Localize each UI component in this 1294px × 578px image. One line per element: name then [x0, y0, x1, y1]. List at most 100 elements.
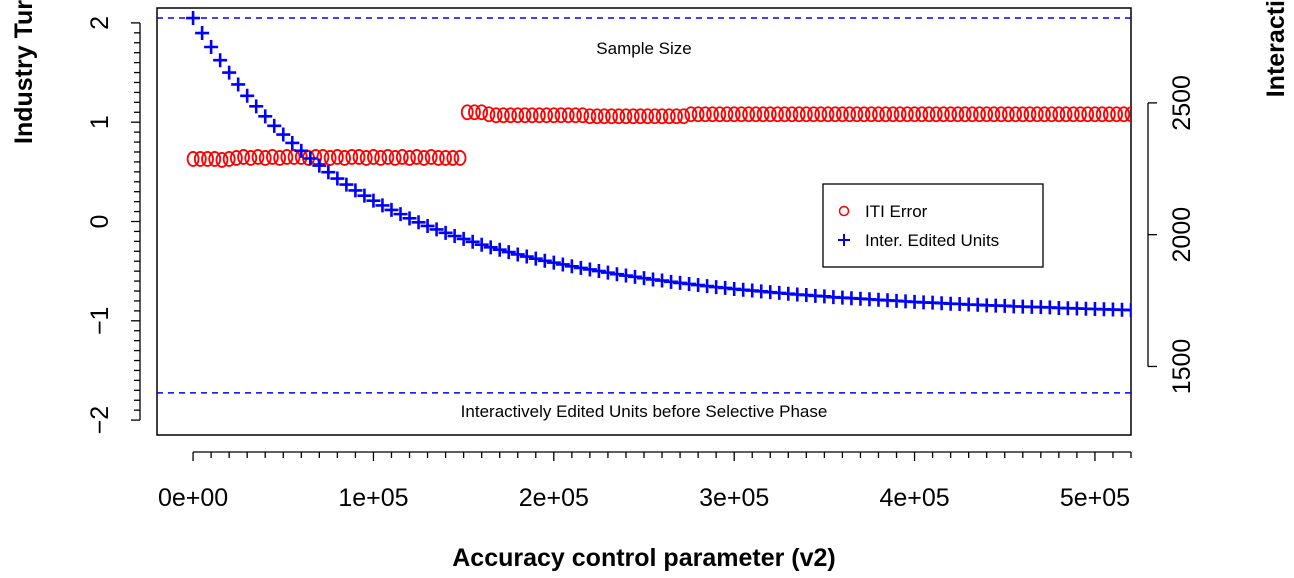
data-point-plus [655, 273, 670, 288]
data-point-plus [402, 211, 417, 226]
data-point-plus [222, 65, 237, 80]
data-point-circle [590, 108, 604, 125]
data-point-circle [814, 106, 828, 123]
data-point-circle [785, 106, 799, 123]
y-left-tick-label: 2 [86, 16, 114, 30]
y-axis-right: 1500 2000 2500 [1147, 75, 1196, 395]
data-point-circle [237, 149, 250, 165]
y-right-tick-label: 2000 [1168, 207, 1196, 263]
data-point-plus [573, 260, 588, 275]
data-point-plus [618, 268, 633, 283]
data-point-circle [706, 106, 719, 123]
data-point-circle [756, 106, 770, 123]
x-tick-label: 1e+05 [338, 484, 408, 512]
data-point-circle [771, 106, 784, 123]
legend-label-iti-error: ITI Error [865, 202, 928, 221]
x-tick-label: 4e+05 [879, 484, 949, 512]
data-point-plus [627, 269, 642, 284]
data-point-plus [429, 222, 444, 237]
data-point-circle [597, 108, 611, 125]
data-point-plus [582, 262, 597, 277]
data-point-circle [915, 106, 929, 123]
y-left-tick-label: −1 [86, 307, 114, 336]
data-point-circle [1038, 106, 1051, 123]
data-point-circle [1124, 106, 1131, 123]
data-point-circle [554, 107, 568, 124]
data-point-plus [321, 165, 336, 180]
data-point-circle [323, 150, 337, 166]
y-axis-left: −2 −1 0 1 2 [86, 16, 141, 434]
x-tick-label: 3e+05 [699, 484, 769, 512]
data-point-plus [564, 259, 579, 274]
legend: ITI Error Inter. Edited Units [822, 183, 1044, 268]
data-point-circle [561, 107, 575, 124]
data-point-plus [456, 231, 471, 246]
y-left-tick-label: 1 [86, 115, 114, 129]
data-point-circle [374, 150, 388, 166]
x-axis-title: Accuracy control parameter (v2) [452, 544, 835, 572]
data-point-plus [528, 251, 543, 266]
data-point-circle [482, 106, 496, 123]
data-point-circle [799, 106, 813, 123]
data-point-circle [612, 108, 626, 125]
data-point-circle [1045, 106, 1059, 123]
data-point-circle [662, 108, 676, 125]
data-point-plus [213, 53, 228, 68]
data-point-plus [303, 151, 318, 166]
data-point-plus [510, 247, 525, 262]
data-point-circle [201, 151, 214, 167]
data-point-circle [222, 151, 236, 167]
data-point-circle [489, 107, 503, 124]
legend-box [822, 183, 1044, 268]
data-point-circle [1095, 106, 1109, 123]
data-point-circle [345, 149, 359, 165]
data-point-circle [922, 106, 936, 123]
data-point-circle [1023, 106, 1037, 123]
data-point-plus [348, 183, 363, 198]
data-point-circle [215, 152, 229, 168]
data-point-circle [446, 150, 460, 166]
legend-marker-iti-error [838, 205, 850, 217]
data-point-plus [474, 237, 489, 252]
data-point-plus [591, 264, 606, 279]
data-point-circle [468, 104, 481, 121]
data-point-circle [677, 108, 691, 125]
y-left-tick-label: 0 [86, 215, 114, 229]
data-point-circle [583, 108, 597, 125]
data-point-circle [273, 150, 287, 166]
data-point-circle [1074, 106, 1087, 123]
data-point-circle [1016, 106, 1030, 123]
data-point-circle [496, 107, 510, 124]
data-point-circle [698, 106, 712, 123]
data-point-circle [828, 106, 842, 123]
data-point-circle [619, 108, 633, 125]
plot-area [156, 7, 1132, 436]
data-point-plus [195, 26, 210, 41]
y-right-tick-label: 1500 [1168, 339, 1196, 395]
data-point-circle [504, 107, 517, 124]
data-point-circle [872, 106, 885, 123]
data-point-circle [266, 149, 279, 165]
data-point-circle [1009, 106, 1022, 123]
data-point-circle [410, 149, 424, 165]
data-point-plus [204, 40, 219, 55]
data-point-circle [763, 106, 777, 123]
data-point-plus [537, 253, 552, 268]
data-point-circle [670, 108, 683, 125]
data-point-circle [576, 107, 590, 124]
data-point-circle [338, 150, 351, 166]
data-point-circle [1081, 106, 1095, 123]
x-tick-label: 2e+05 [519, 484, 589, 512]
data-point-circle [864, 106, 878, 123]
data-point-circle [547, 107, 561, 124]
data-point-circle [1110, 106, 1123, 123]
data-point-plus [231, 77, 246, 92]
data-point-circle [792, 106, 806, 123]
data-point-circle [727, 106, 741, 123]
y-axis-left-title: Industry Tur [10, 0, 38, 144]
data-point-circle [900, 106, 914, 123]
data-point-circle [352, 149, 366, 165]
data-point-circle [417, 150, 431, 166]
data-point-circle [929, 106, 943, 123]
